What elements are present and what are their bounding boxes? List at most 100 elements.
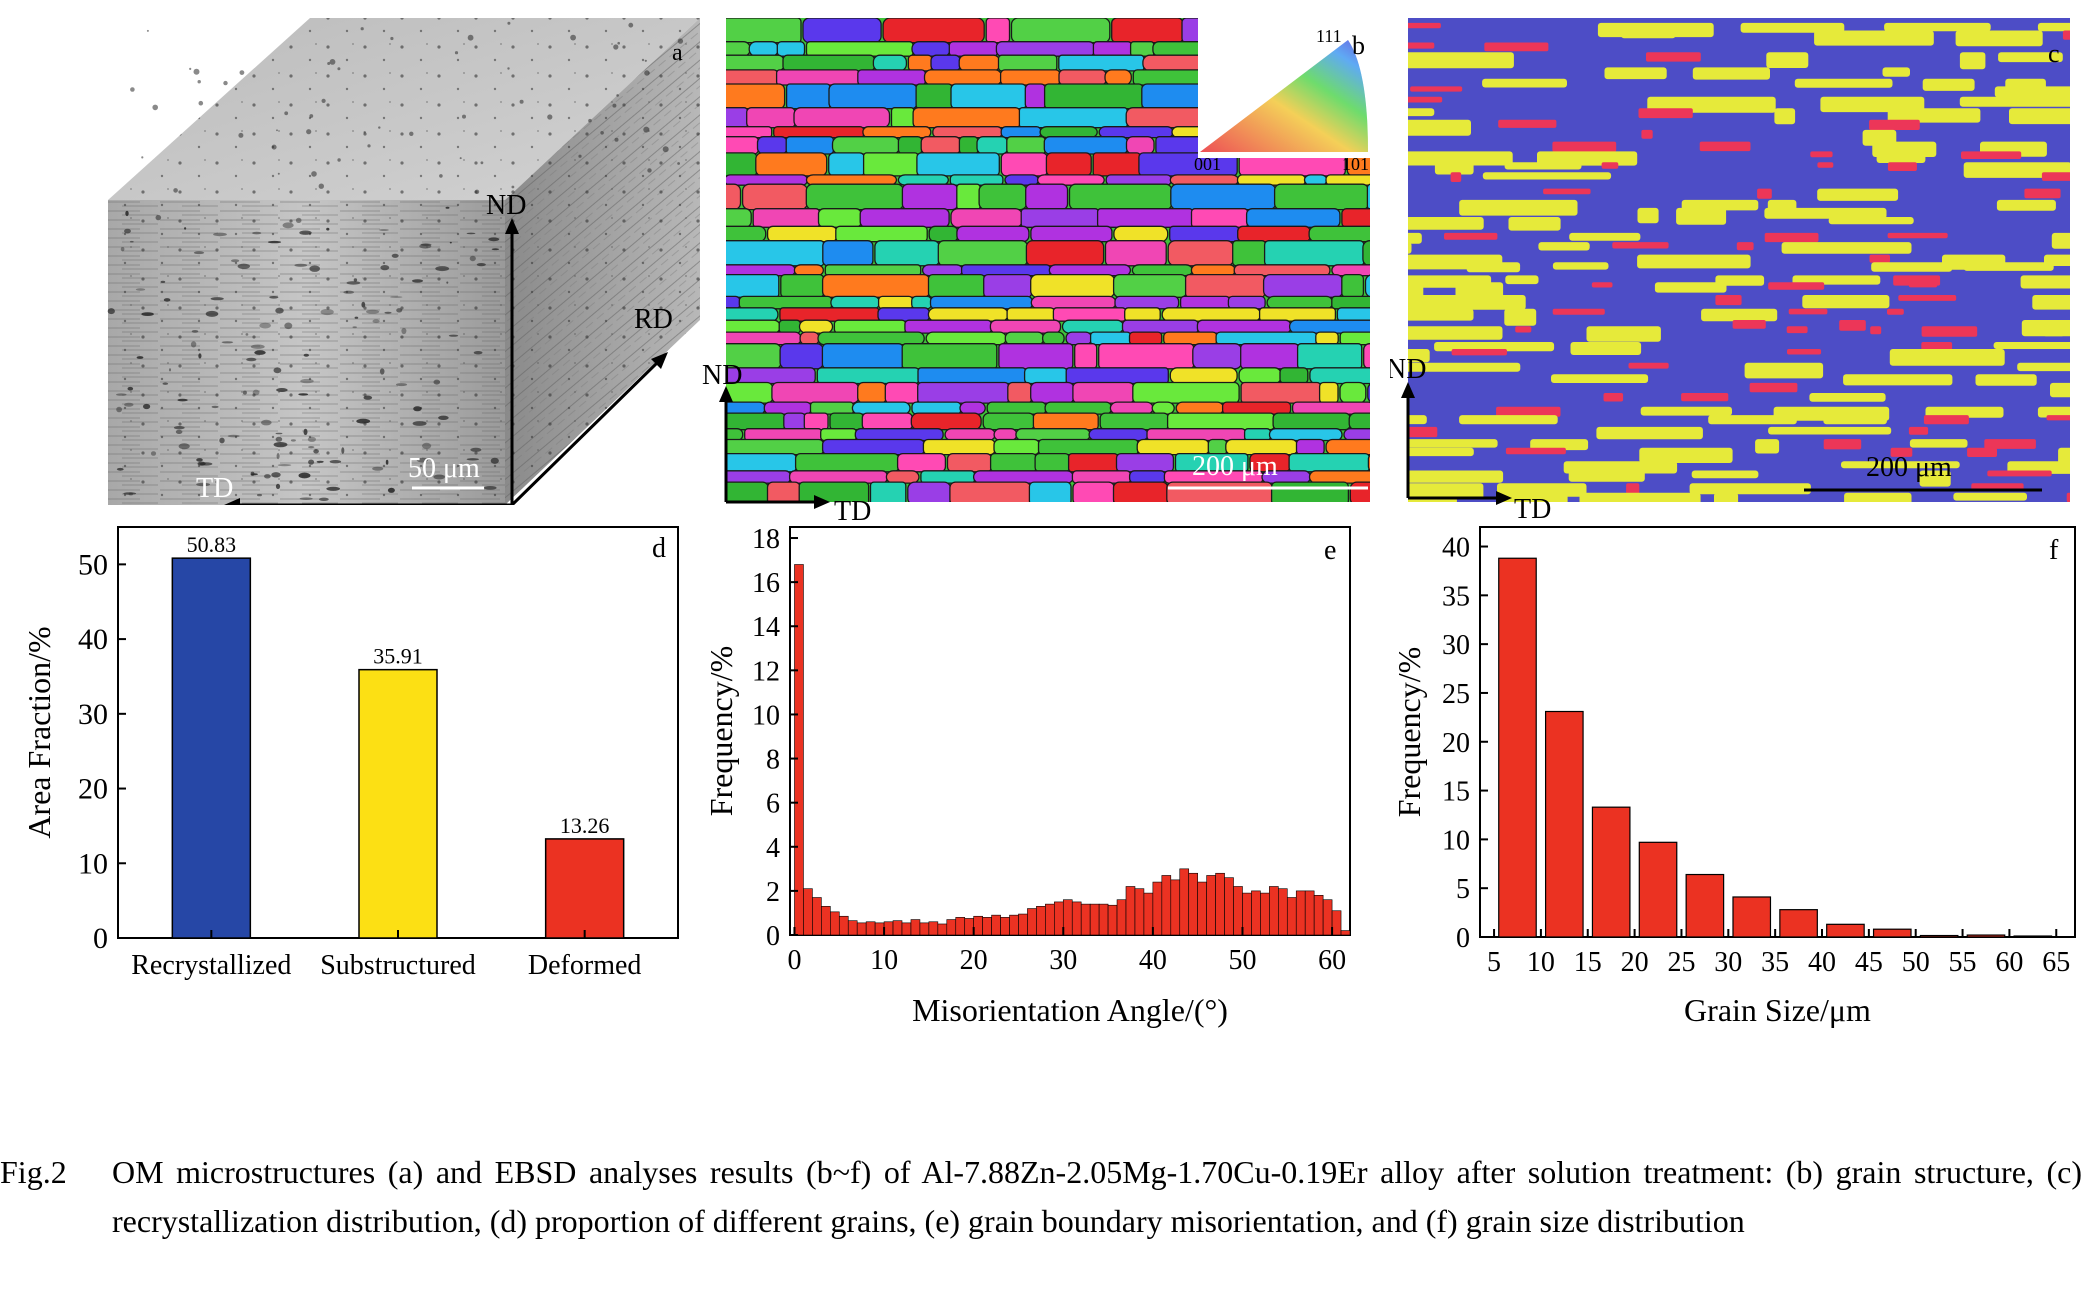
grain xyxy=(1166,481,1274,502)
histogram-bar xyxy=(1215,872,1225,936)
substructured-region xyxy=(1975,374,2037,386)
substructured-region xyxy=(1569,232,1641,241)
grain xyxy=(1296,343,1363,370)
grain xyxy=(726,295,741,310)
substructured-region xyxy=(1767,199,1797,211)
deformed-region xyxy=(1971,483,2024,491)
substructured-region xyxy=(1537,151,1638,166)
substructured-region xyxy=(1740,22,1845,33)
y-tick-label: 2 xyxy=(766,877,780,908)
substructured-region xyxy=(1579,492,1701,502)
deformed-region xyxy=(1984,439,2036,449)
grain xyxy=(726,240,825,267)
substructured-region xyxy=(1955,30,2043,47)
x-tick-label: 10 xyxy=(1527,947,1555,978)
y-tick-label: 10 xyxy=(752,700,780,731)
grain xyxy=(948,41,999,57)
substructured-region xyxy=(1809,393,1886,402)
grain xyxy=(802,18,882,44)
grain xyxy=(782,54,876,72)
grain xyxy=(1325,174,1370,186)
histogram-bar xyxy=(1322,899,1333,936)
histogram-bar xyxy=(1188,872,1198,936)
grain xyxy=(862,152,919,177)
grain xyxy=(854,428,944,442)
y-tick-label: 16 xyxy=(752,568,780,599)
grain xyxy=(1336,307,1370,322)
plot-frame xyxy=(1479,526,2076,938)
grain xyxy=(726,18,802,44)
substructured-region xyxy=(1681,199,1759,211)
grain xyxy=(1121,319,1200,334)
grain xyxy=(1007,381,1033,404)
substructured-region xyxy=(1959,96,2070,107)
histogram-bar xyxy=(901,922,912,936)
grain xyxy=(882,18,985,44)
grain xyxy=(1065,331,1093,346)
substructured-region xyxy=(1408,349,1430,363)
panel-c-axis-td: TD xyxy=(1514,494,1551,520)
histogram-bar xyxy=(1000,917,1010,936)
substructured-region xyxy=(1570,342,1642,355)
substructured-region xyxy=(1390,86,1395,97)
grain xyxy=(1341,273,1365,298)
substructured-region xyxy=(1701,308,1778,322)
grain xyxy=(1272,412,1351,431)
deformed-region xyxy=(1641,129,1653,139)
grain xyxy=(904,319,993,334)
panel-c-letter: c xyxy=(2048,39,2060,68)
grain xyxy=(959,401,986,415)
substructured-region xyxy=(1455,282,1504,299)
substructured-region xyxy=(1568,470,1645,482)
grain xyxy=(1238,152,1346,177)
grain xyxy=(833,319,907,334)
substructured-region xyxy=(1953,492,2027,501)
grain xyxy=(1072,381,1135,404)
grain xyxy=(726,273,780,298)
grain xyxy=(1025,240,1105,267)
grain xyxy=(1114,295,1180,310)
histogram-bar xyxy=(838,915,849,936)
grain xyxy=(1240,343,1300,370)
substructured-region xyxy=(1604,67,1667,80)
panel-b-letter: b xyxy=(1352,31,1365,60)
x-tick-label: 30 xyxy=(1714,947,1742,978)
grain xyxy=(830,295,881,310)
deformed-region xyxy=(1408,42,1435,49)
deformed-region xyxy=(1498,119,1557,128)
deformed-region xyxy=(1408,96,1443,103)
x-axis-label: Misorientation Angle/(°) xyxy=(912,992,1228,1028)
panel-a-scale-label: 50 μm xyxy=(408,453,480,484)
grain xyxy=(925,331,1007,346)
grain xyxy=(1367,452,1370,473)
grain xyxy=(1152,41,1227,57)
grain xyxy=(1045,152,1092,177)
grain xyxy=(816,367,920,385)
grain xyxy=(1263,240,1365,267)
substructured-region xyxy=(1774,108,1796,125)
grain xyxy=(752,208,821,228)
y-tick-label: 35 xyxy=(1442,581,1470,612)
grain xyxy=(1266,295,1334,310)
grain xyxy=(828,83,918,110)
y-tick-label: 12 xyxy=(752,656,780,687)
y-tick-label: 5 xyxy=(1456,874,1470,905)
grain xyxy=(1058,54,1145,72)
deformed-region xyxy=(1543,188,1591,195)
grain xyxy=(703,108,723,128)
grain xyxy=(857,381,888,404)
histogram-bar xyxy=(1161,875,1172,936)
grain xyxy=(700,153,718,176)
grain xyxy=(785,136,835,155)
substructured-region xyxy=(2058,447,2070,465)
deformed-region xyxy=(1923,415,1969,425)
grain xyxy=(1004,331,1045,346)
deformed-region xyxy=(1749,382,1798,393)
grain xyxy=(1221,401,1292,415)
grain xyxy=(1339,331,1370,346)
histogram-bar xyxy=(1638,841,1678,938)
grain xyxy=(950,83,1027,110)
grain xyxy=(859,208,950,228)
grain xyxy=(993,428,1018,442)
grain xyxy=(930,54,961,72)
